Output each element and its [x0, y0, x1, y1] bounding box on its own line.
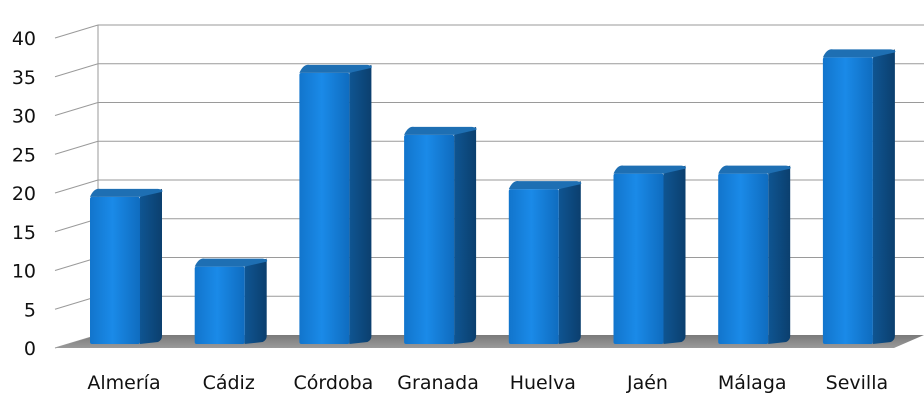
- bar-top: [404, 126, 477, 135]
- bar-top: [822, 49, 896, 58]
- bar-side: [349, 64, 372, 344]
- bar: [718, 165, 791, 344]
- bar-front: [90, 196, 140, 344]
- x-category-label: Almería: [87, 372, 160, 394]
- gridline-diagonal: [54, 24, 99, 39]
- x-category-label: Granada: [397, 372, 479, 394]
- bar-front: [508, 189, 559, 344]
- bar: [90, 188, 163, 344]
- gridline-diagonal: [54, 102, 99, 116]
- floor-plane: [55, 335, 924, 348]
- bar-side: [140, 188, 162, 344]
- bar-top: [718, 165, 791, 174]
- bar-top: [90, 188, 163, 197]
- bar-side: [768, 165, 791, 344]
- bar-front: [613, 173, 664, 344]
- bar-front: [299, 72, 350, 344]
- bar-front: [718, 173, 769, 344]
- y-tick-label: 5: [24, 299, 36, 321]
- y-axis-ticks: 0 5 10 15 20 25 30 35 40: [12, 28, 36, 360]
- bar-front: [194, 266, 245, 344]
- bar-top: [194, 258, 268, 267]
- y-tick-label: 20: [12, 183, 36, 205]
- y-tick-label: 30: [12, 106, 36, 128]
- x-category-label: Sevilla: [826, 372, 888, 394]
- x-category-label: Jaén: [626, 372, 668, 394]
- bar: [404, 126, 477, 344]
- y-tick-label: 15: [12, 222, 36, 244]
- bar-side: [663, 165, 686, 344]
- bar: [822, 49, 896, 344]
- bar: [194, 258, 268, 344]
- x-category-label: Córdoba: [294, 372, 374, 394]
- y-tick-label: 25: [12, 144, 36, 166]
- y-tick-label: 35: [12, 67, 36, 89]
- bars: [90, 49, 896, 344]
- y-tick-label: 0: [24, 338, 36, 360]
- bar-top: [299, 64, 372, 73]
- y-tick-label: 10: [12, 261, 36, 283]
- x-category-label: Huelva: [510, 372, 576, 394]
- bar-front: [404, 134, 455, 344]
- gridlines: [54, 24, 924, 349]
- x-category-label: Cádiz: [203, 372, 255, 394]
- gridline-diagonal: [54, 140, 99, 155]
- gridline-diagonal: [54, 179, 99, 194]
- bar: [299, 64, 372, 344]
- chart-floor: [55, 335, 924, 348]
- x-category-label: Málaga: [718, 372, 787, 394]
- y-tick-label: 40: [12, 28, 36, 50]
- bar-top: [613, 165, 686, 174]
- bar-top: [508, 181, 582, 190]
- gridline-diagonal: [54, 63, 99, 78]
- bar-side: [244, 258, 267, 344]
- x-axis-categories: Almería Cádiz Córdoba Granada Huelva Jaén Mála…: [87, 372, 888, 394]
- bar-side: [872, 49, 895, 344]
- bar: [613, 165, 686, 344]
- bar-side: [558, 181, 581, 344]
- bar-side: [454, 126, 477, 344]
- bar: [508, 181, 582, 344]
- bar-front: [822, 57, 873, 344]
